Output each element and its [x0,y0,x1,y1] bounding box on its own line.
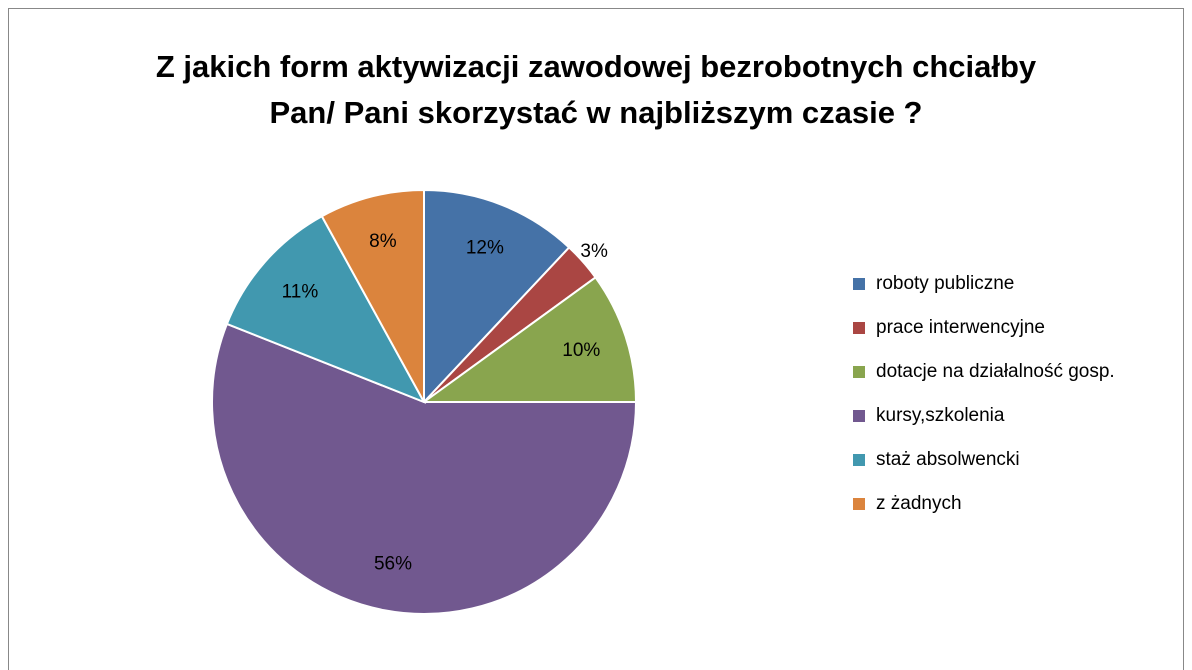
legend-swatch [853,454,865,466]
legend-swatch [853,410,865,422]
chart-border [8,8,1184,670]
legend-label: z żadnych [876,493,962,514]
pie-slice [225,214,427,404]
legend-swatch [853,366,865,378]
pie-slice [211,322,638,615]
data-label: 3% [580,241,608,262]
data-label: 10% [562,340,600,361]
legend-label: kursy,szkolenia [876,405,1005,426]
legend-label: dotacje na działalność gosp. [876,361,1115,382]
pie-slice [420,275,638,403]
data-label: 12% [466,237,504,258]
data-label: 11% [282,282,319,303]
data-label: 8% [369,231,397,252]
chart-title: Z jakich form aktywizacji zawodowej bezr… [155,49,1037,130]
legend-swatch [853,498,865,510]
legend-label: prace interwencyjne [876,317,1045,338]
legend-label: staż absolwencki [876,449,1020,470]
pie-slice [320,188,425,403]
data-label: 56% [374,553,412,574]
legend-swatch [853,278,865,290]
legend-swatch [853,322,865,334]
legend-label: roboty publiczne [876,273,1014,294]
pie-slice [423,188,571,405]
